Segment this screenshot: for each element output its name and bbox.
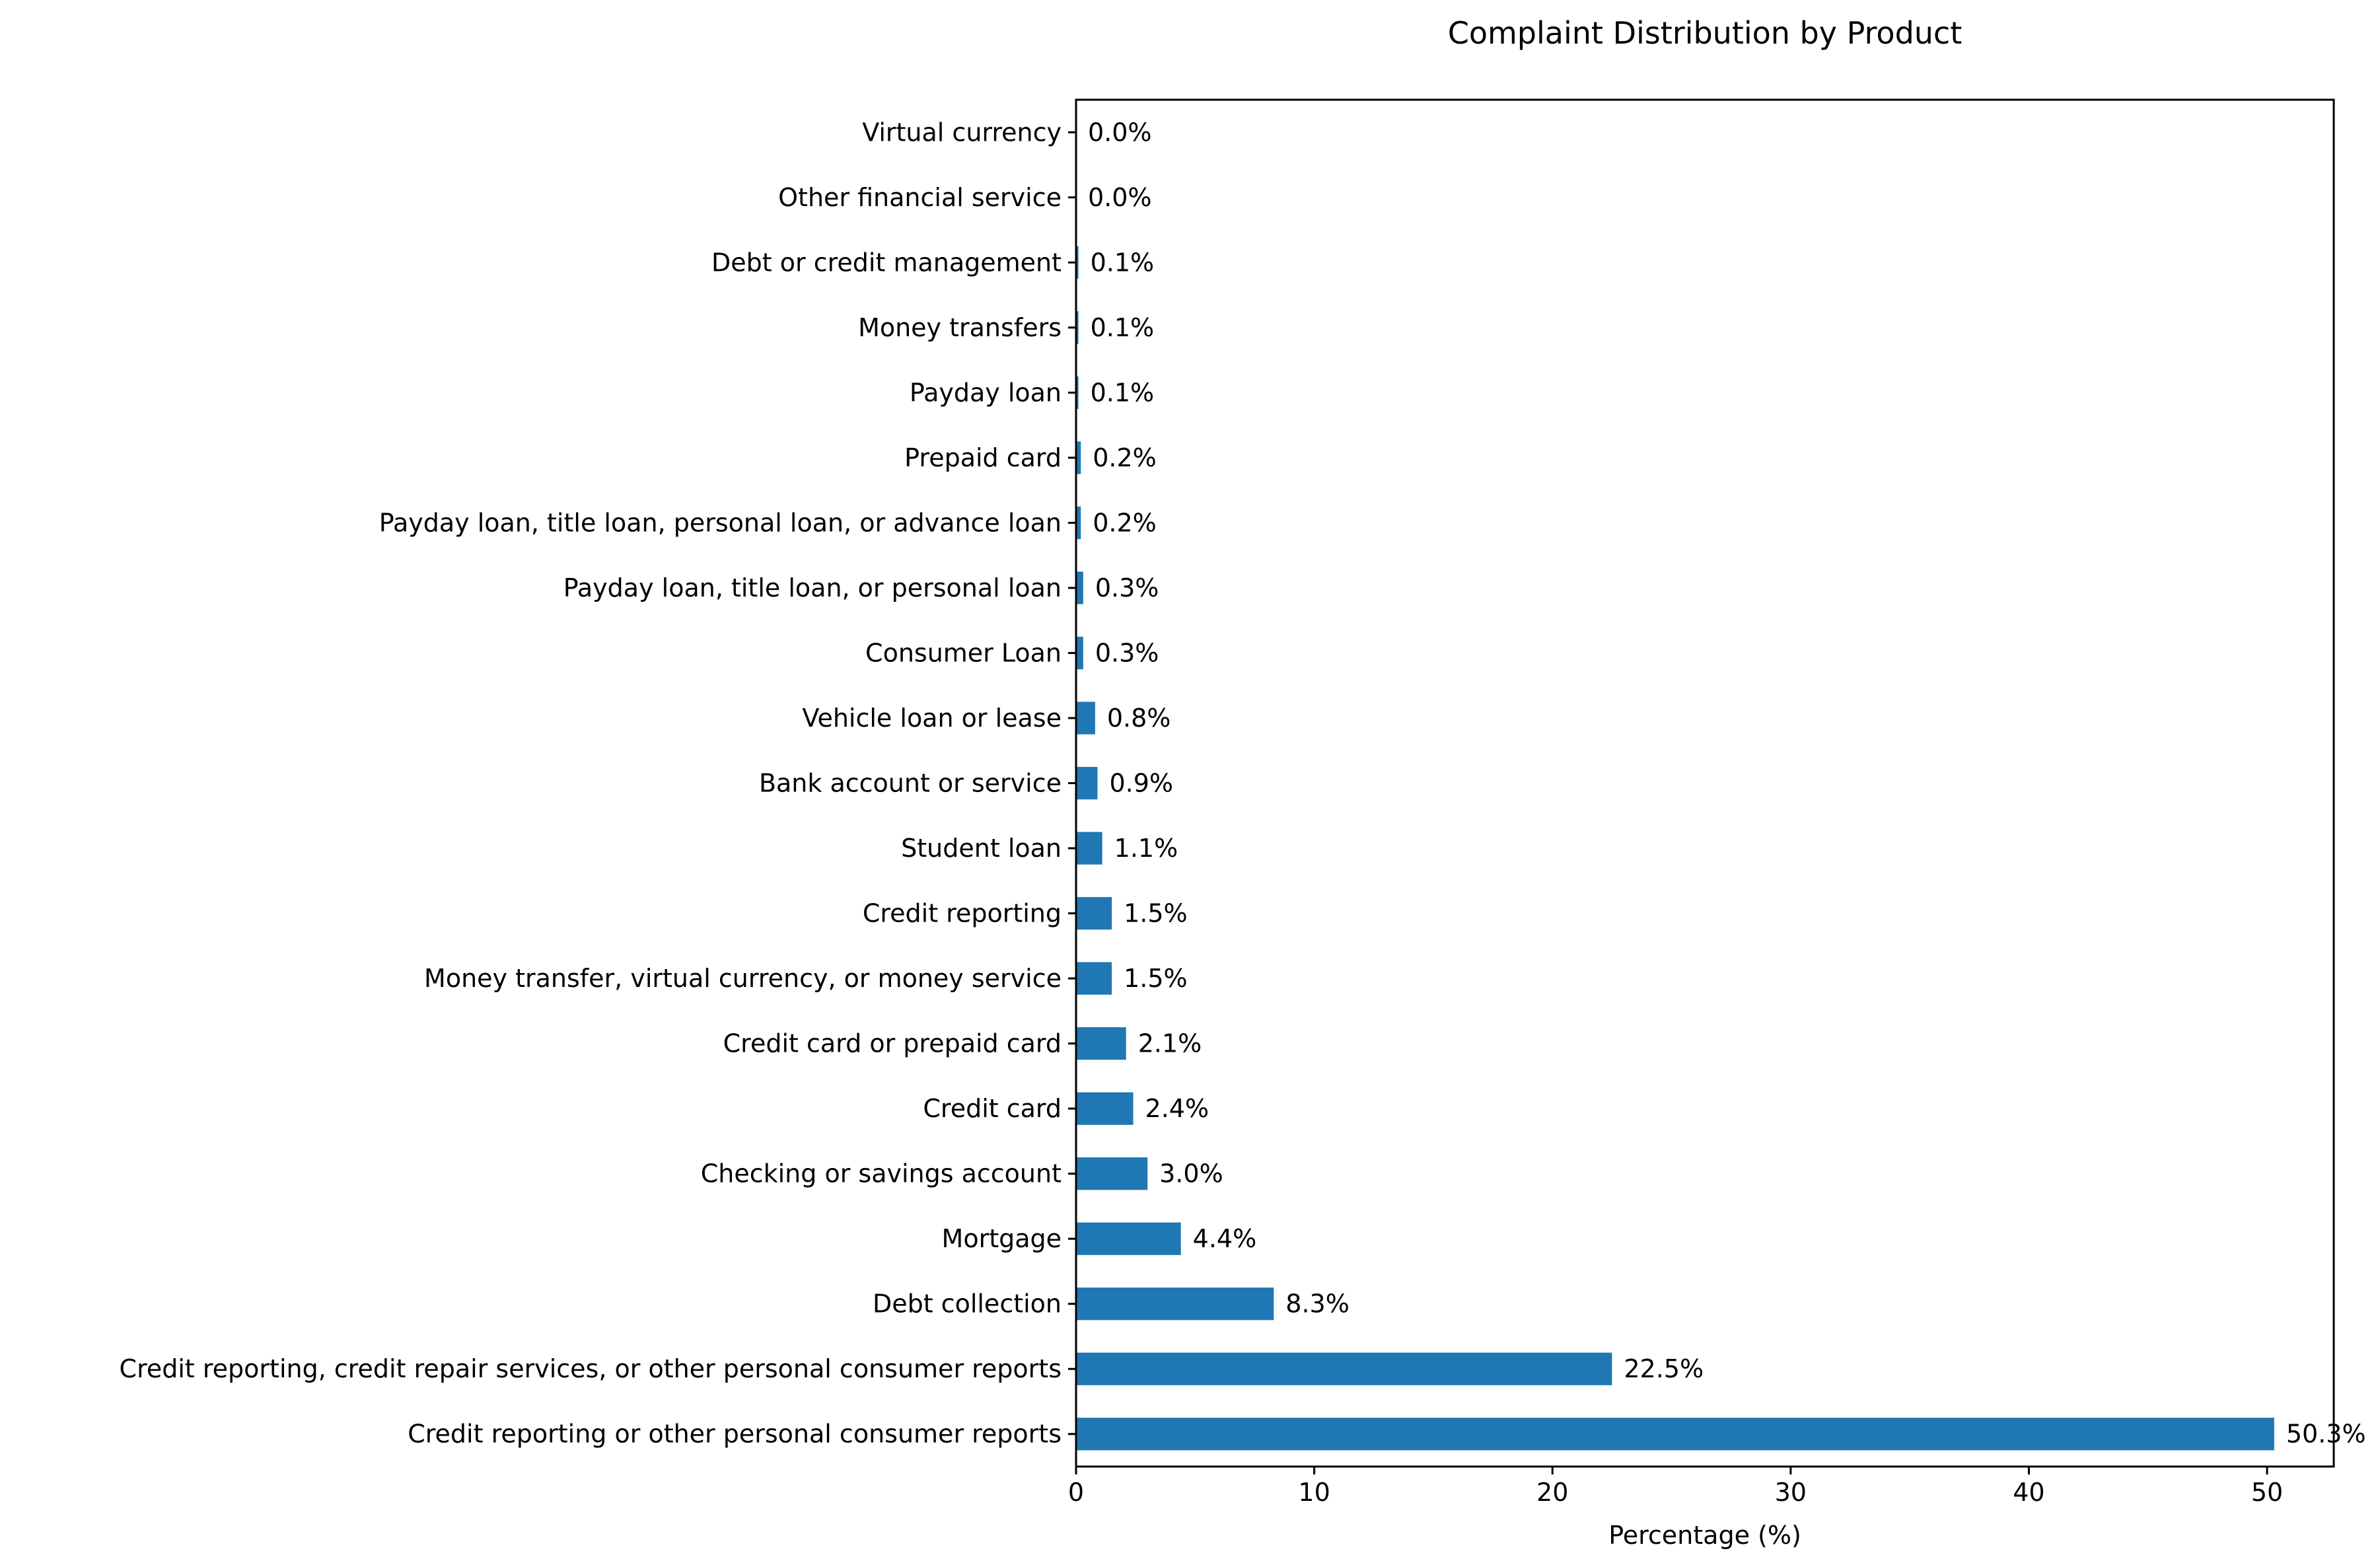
y-tick-label: Credit reporting or other personal consu…: [408, 1420, 1062, 1449]
bar: [1076, 1157, 1148, 1190]
y-tick-label: Money transfers: [858, 313, 1062, 342]
bars-group: [1076, 246, 2274, 1451]
bar: [1076, 766, 1098, 800]
y-tick-label: Checking or savings account: [701, 1159, 1062, 1188]
data-label: 2.4%: [1145, 1094, 1209, 1123]
data-label: 1.1%: [1114, 834, 1178, 863]
data-label: 1.5%: [1124, 899, 1188, 928]
bar: [1076, 1027, 1126, 1060]
data-label: 4.4%: [1193, 1224, 1257, 1253]
chart-title: Complaint Distribution by Product: [1448, 15, 1963, 51]
data-label: 3.0%: [1159, 1159, 1223, 1188]
bar: [1076, 311, 1079, 344]
x-axis: 0 10 20 30 40 50: [1068, 1467, 2283, 1507]
y-tick-label: Other financial service: [778, 183, 1062, 212]
y-tick-label: Student loan: [901, 834, 1062, 863]
bar: [1076, 376, 1079, 409]
y-tick-label: Consumer Loan: [865, 638, 1062, 667]
y-tick-label: Bank account or service: [759, 769, 1062, 798]
x-tick-label: 10: [1298, 1478, 1330, 1507]
data-label: 0.1%: [1091, 248, 1155, 277]
x-tick-label: 20: [1536, 1478, 1568, 1507]
x-tick-label: 50: [2251, 1478, 2283, 1507]
data-label: 2.1%: [1138, 1029, 1202, 1058]
plot-frame: [1075, 98, 2335, 1468]
y-tick-label: Prepaid card: [904, 443, 1062, 472]
x-axis-label: Percentage (%): [1608, 1521, 1801, 1550]
y-axis: Credit reporting or other personal consu…: [120, 118, 1076, 1449]
bar: [1076, 1352, 1612, 1385]
y-tick-label: Mortgage: [942, 1224, 1062, 1253]
data-label: 0.9%: [1109, 769, 1173, 798]
data-label: 0.0%: [1088, 118, 1152, 147]
data-label: 0.2%: [1093, 508, 1157, 537]
bar: [1076, 246, 1079, 279]
data-label: 1.5%: [1124, 964, 1188, 993]
bar: [1076, 1222, 1181, 1255]
x-tick-label: 30: [1775, 1478, 1807, 1507]
y-tick-label: Payday loan, title loan, or personal loa…: [563, 573, 1062, 602]
y-tick-label: Payday loan: [910, 378, 1062, 407]
bar: [1076, 1288, 1274, 1321]
data-label: 0.8%: [1107, 704, 1171, 733]
y-tick-label: Credit card or prepaid card: [723, 1029, 1062, 1058]
data-label: 22.5%: [1624, 1354, 1704, 1383]
data-label: 50.3%: [2286, 1420, 2366, 1449]
y-tick-label: Debt or credit management: [711, 248, 1062, 277]
y-tick-label: Money transfer, virtual currency, or mon…: [424, 964, 1062, 993]
bar: [1076, 896, 1112, 930]
y-tick-label: Payday loan, title loan, personal loan, …: [379, 508, 1062, 537]
data-label: 0.1%: [1091, 313, 1155, 342]
x-tick-label: 0: [1068, 1478, 1084, 1507]
bar: [1076, 636, 1083, 670]
y-tick-label: Credit reporting: [863, 899, 1062, 928]
y-tick-label: Virtual currency: [862, 118, 1062, 147]
bar: [1076, 571, 1083, 604]
data-label: 0.0%: [1088, 183, 1152, 212]
y-tick-label: Debt collection: [873, 1290, 1062, 1319]
bar: [1076, 702, 1095, 735]
bar: [1076, 832, 1102, 865]
data-label: 0.3%: [1095, 573, 1159, 602]
bar: [1076, 441, 1081, 474]
y-tick-label: Vehicle loan or lease: [802, 704, 1062, 733]
data-label: 0.1%: [1091, 378, 1155, 407]
data-label: 8.3%: [1285, 1290, 1350, 1319]
data-labels-group: 50.3% 22.5% 8.3% 4.4% 3.0% 2.4% 2.1% 1.5% 1.5% 1.…: [1088, 118, 2366, 1448]
bar: [1076, 1418, 2274, 1451]
bar: [1076, 506, 1081, 540]
bar: [1076, 1092, 1134, 1125]
data-label: 0.2%: [1093, 443, 1157, 472]
y-tick-label: Credit reporting, credit repair services…: [120, 1354, 1062, 1383]
data-label: 0.3%: [1095, 638, 1159, 667]
x-tick-label: 40: [2013, 1478, 2044, 1507]
y-tick-label: Credit card: [923, 1094, 1062, 1123]
bar: [1076, 962, 1112, 995]
